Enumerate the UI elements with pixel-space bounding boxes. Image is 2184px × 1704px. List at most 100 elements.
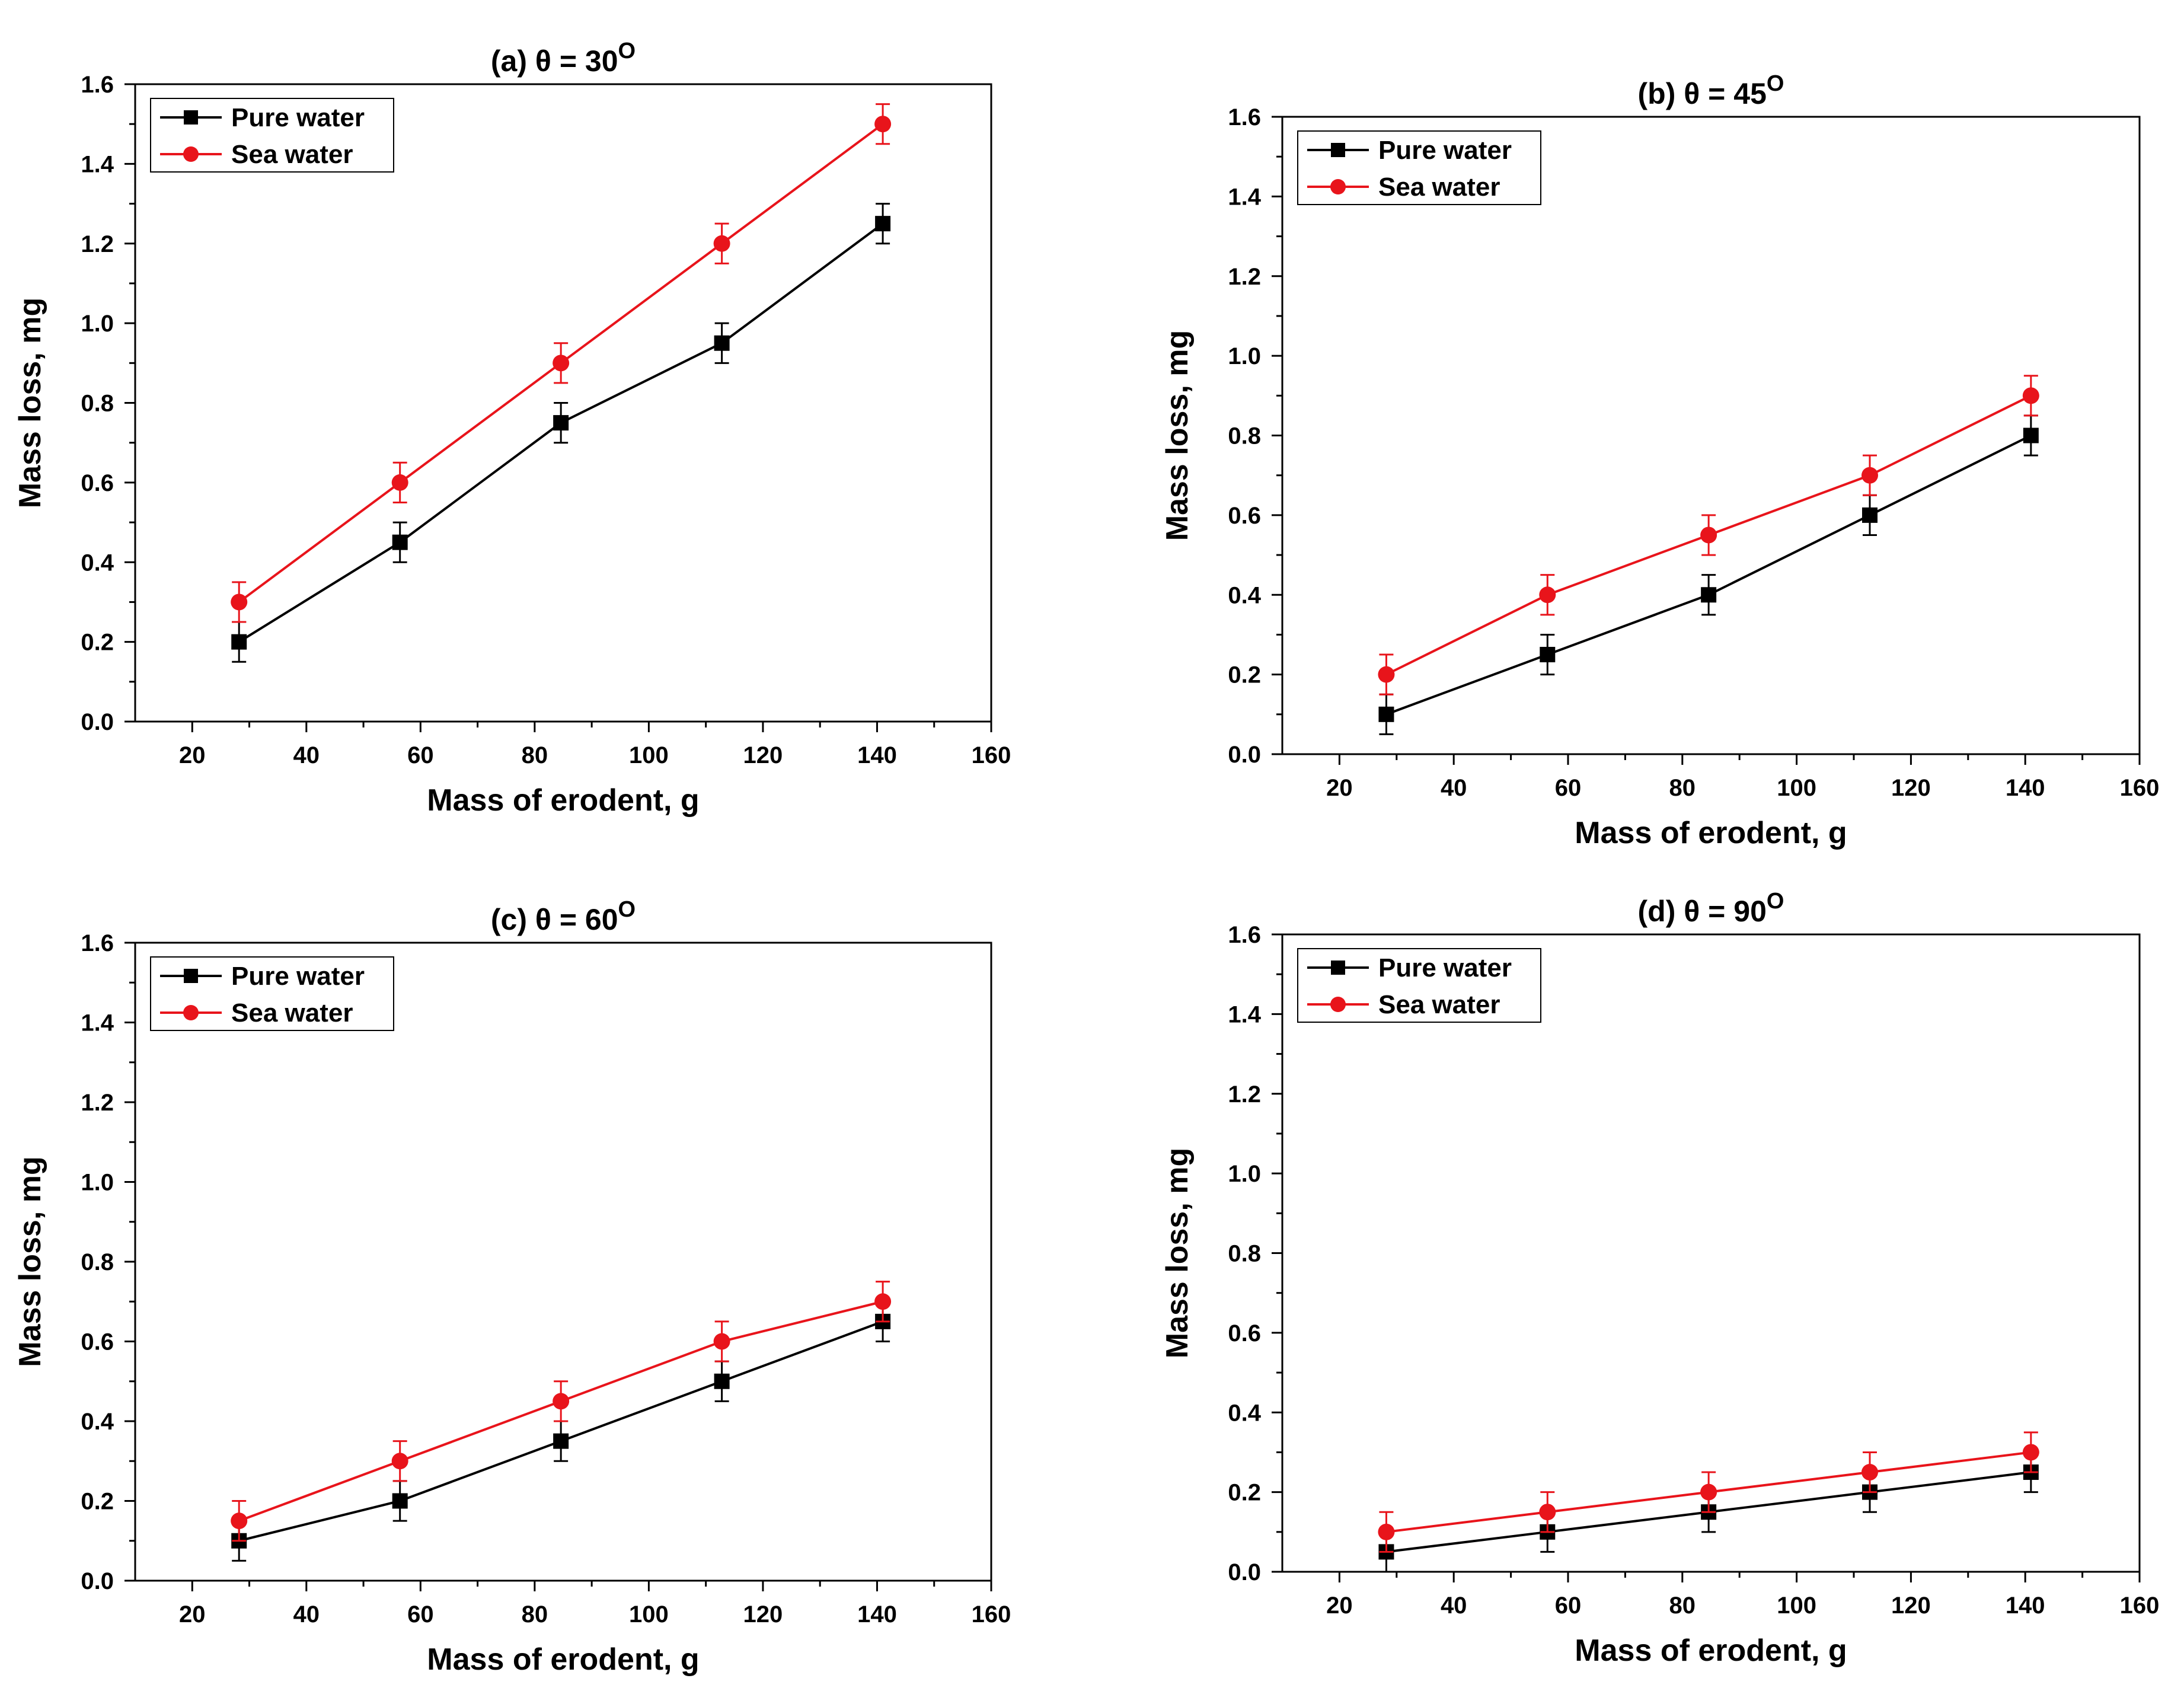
chart-title-text: (b) θ = 45 <box>1638 77 1767 110</box>
x-tick-label: 140 <box>2006 775 2045 801</box>
y-tick-label: 0.2 <box>81 630 114 656</box>
y-tick-label: 0.2 <box>81 1489 114 1515</box>
y-tick-label: 0.6 <box>81 1329 114 1355</box>
plot-frame <box>134 942 992 1582</box>
x-tick-label: 40 <box>293 1601 320 1628</box>
y-tick-label: 0.8 <box>81 391 114 417</box>
data-point-circle <box>1539 1504 1556 1521</box>
data-point-square <box>1378 706 1394 722</box>
x-tick-label: 140 <box>857 1601 897 1628</box>
y-tick-label: 1.2 <box>1228 1081 1261 1108</box>
y-tick-label: 0.0 <box>81 709 114 735</box>
legend-marker-circle <box>183 146 199 162</box>
legend-label: Pure water <box>1378 136 1512 165</box>
data-point-circle <box>391 1453 408 1470</box>
chart-title: (d) θ = 90O <box>1638 889 1784 928</box>
x-tick-label: 80 <box>1669 775 1696 801</box>
chart-panel-a: 20 40 60 80 100 120 140 160 0.0 0.2 0.4 0.6 0.8 1.0 1.… <box>13 39 1011 818</box>
x-tick-label: 20 <box>179 1601 206 1628</box>
y-tick-label: 1.2 <box>81 231 114 257</box>
x-tick-label: 100 <box>629 1601 669 1628</box>
y-tick-label: 0.4 <box>1228 1400 1261 1426</box>
x-tick-label: 140 <box>2006 1593 2045 1619</box>
plot-frame <box>1281 933 2141 1573</box>
x-tick-label: 40 <box>1441 775 1467 801</box>
x-tick-label: 160 <box>2120 1593 2160 1619</box>
chart-title: (b) θ = 45O <box>1638 71 1784 110</box>
y-tick-label: 0.2 <box>1228 662 1261 688</box>
chart-title-superscript: O <box>618 39 636 63</box>
data-point-circle <box>553 1393 570 1410</box>
x-tick-label: 140 <box>857 742 897 768</box>
x-tick-label: 100 <box>1777 775 1816 801</box>
y-tick-label: 0.2 <box>1228 1480 1261 1506</box>
y-tick-label: 0.0 <box>1228 1559 1261 1585</box>
x-axis-label: Mass of erodent, g <box>427 1642 699 1677</box>
series-sea-water <box>1378 1431 2039 1553</box>
data-point-circle <box>2022 387 2039 404</box>
y-tick-label: 1.4 <box>81 1010 114 1036</box>
data-point-circle <box>231 593 248 611</box>
data-point-circle <box>1539 586 1556 604</box>
legend-label: Sea water <box>1378 990 1500 1019</box>
y-tick-label: 1.6 <box>1228 104 1261 130</box>
x-tick-label: 20 <box>1326 1593 1353 1619</box>
legend-label: Sea water <box>231 140 353 169</box>
chart-title-text: (a) θ = 30 <box>491 44 618 78</box>
data-point-circle <box>553 355 570 372</box>
x-tick-label: 80 <box>522 742 548 768</box>
y-axis-label: Mass loss, mg <box>13 298 47 508</box>
y-axis-label: Mass loss, mg <box>1160 1148 1195 1358</box>
chart-panel-d: 20 40 60 80 100 120 140 160 0.0 0.2 0.4 0.6 0.8 1.0 1.… <box>1160 889 2159 1668</box>
x-tick-label: 100 <box>629 742 669 768</box>
x-tick-label: 60 <box>1555 775 1582 801</box>
data-point-circle <box>1861 467 1878 484</box>
series-sea-water <box>231 1281 892 1542</box>
y-tick-label: 1.0 <box>1228 343 1261 369</box>
chart-title-text: (d) θ = 90 <box>1638 895 1767 928</box>
legend-marker-square <box>1331 143 1345 157</box>
x-tick-label: 20 <box>1326 775 1353 801</box>
chart-panel-b: 20 40 60 80 100 120 140 160 0.0 0.2 0.4 0.6 0.8 1.0 1.… <box>1160 71 2159 850</box>
data-point-square <box>875 216 891 232</box>
y-tick-label: 1.0 <box>81 1170 114 1196</box>
x-tick-label: 40 <box>293 742 320 768</box>
data-point-square <box>714 335 730 351</box>
legend-marker-circle <box>1330 997 1346 1012</box>
data-point-square <box>231 634 247 650</box>
y-tick-label: 0.6 <box>1228 1320 1261 1346</box>
x-tick-label: 160 <box>2120 775 2160 801</box>
legend-label: Pure water <box>231 962 365 991</box>
y-tick-label: 1.6 <box>81 930 114 956</box>
legend: Pure water Sea water <box>150 956 394 1031</box>
series-sea-water <box>231 103 892 623</box>
y-tick-label: 1.4 <box>1228 1001 1261 1027</box>
legend-marker-square <box>184 110 198 125</box>
x-axis-label: Mass of erodent, g <box>1575 1633 1847 1668</box>
x-tick-label: 120 <box>743 1601 783 1628</box>
legend-label: Sea water <box>1378 173 1500 202</box>
data-point-square <box>714 1373 730 1389</box>
data-point-square <box>2023 427 2039 443</box>
data-point-circle <box>2022 1444 2039 1461</box>
y-tick-label: 0.0 <box>1228 742 1261 768</box>
y-axis-label: Mass loss, mg <box>13 1156 47 1367</box>
data-point-circle <box>1700 1483 1717 1501</box>
y-tick-label: 0.6 <box>1228 503 1261 529</box>
data-point-square <box>553 1433 569 1449</box>
data-point-circle <box>874 116 892 133</box>
data-point-square <box>392 1493 408 1509</box>
x-tick-label: 60 <box>407 1601 434 1628</box>
legend-marker-square <box>184 969 198 983</box>
x-tick-label: 60 <box>407 742 434 768</box>
y-tick-label: 0.4 <box>81 550 114 576</box>
legend: Pure water Sea water <box>150 98 394 173</box>
legend-marker-circle <box>183 1005 199 1020</box>
x-tick-label: 120 <box>1891 775 1931 801</box>
series-pure-water <box>231 1300 891 1562</box>
x-tick-label: 160 <box>972 1601 1011 1628</box>
chart-title: (a) θ = 30O <box>491 39 636 78</box>
x-tick-label: 20 <box>179 742 206 768</box>
chart-title-superscript: O <box>1767 71 1784 96</box>
x-tick-label: 160 <box>972 742 1011 768</box>
